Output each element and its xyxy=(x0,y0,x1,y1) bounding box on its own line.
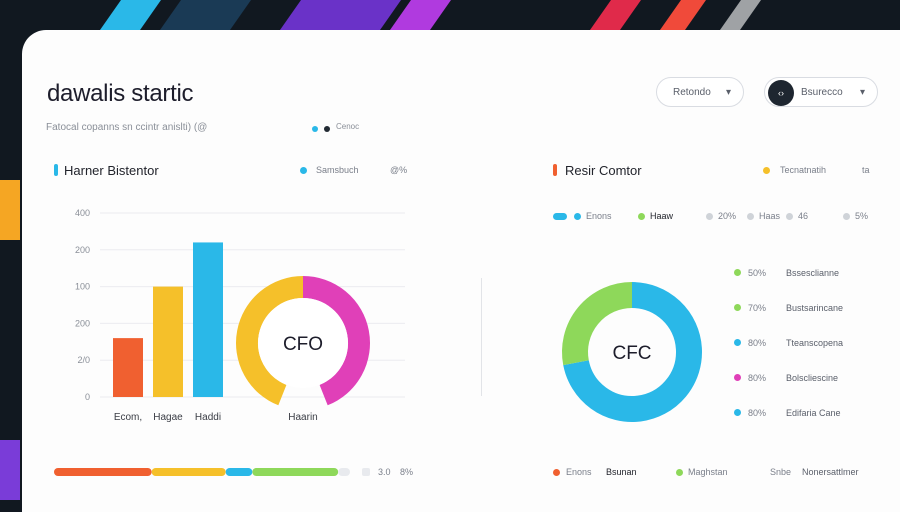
progress-segment-1 xyxy=(151,468,226,476)
panel-divider xyxy=(481,278,482,396)
x-tick-label: Ecom, xyxy=(114,412,142,423)
bg-stripe xyxy=(0,180,20,240)
y-tick-label: 200 xyxy=(75,245,90,255)
legend-dot xyxy=(638,213,645,220)
legend-dot xyxy=(734,339,741,346)
legend-dot xyxy=(747,213,754,220)
legend-dot xyxy=(734,269,741,276)
chevron-down-icon: ▾ xyxy=(859,86,865,98)
gauge-center-label: CFO xyxy=(283,334,323,355)
legend-label: Enons xyxy=(566,467,592,477)
y-tick-label: 200 xyxy=(75,318,90,328)
section-accent xyxy=(54,164,58,176)
legend-value: 50% xyxy=(748,268,767,278)
subtitle-tag: Cenoc xyxy=(336,122,360,131)
y-tick-label: 2/0 xyxy=(77,355,90,365)
donut-slice-0 xyxy=(563,282,702,422)
legend-label: Haas xyxy=(759,211,781,221)
legend-label: Samsbuch xyxy=(316,165,359,175)
subtitle-dot xyxy=(312,126,318,132)
legend-value: ta xyxy=(862,165,870,175)
legend-label: 20% xyxy=(718,211,737,221)
progress-value: 3.0 xyxy=(378,467,391,477)
legend-value: 70% xyxy=(748,303,767,313)
view-dropdown-label: Bsurecco xyxy=(801,86,843,98)
legend-label: Maghstan xyxy=(688,467,728,477)
bar-1 xyxy=(153,286,183,397)
subtitle-dot xyxy=(324,126,330,132)
legend-swatch xyxy=(553,213,567,220)
x-tick-label: Haddi xyxy=(195,412,221,423)
section-accent xyxy=(553,164,557,176)
view-dropdown[interactable]: ‹› Bsurecco ▾ xyxy=(764,77,878,107)
bar-2 xyxy=(193,242,223,397)
y-tick-label: 100 xyxy=(75,282,90,292)
left-panel-title: Harner Bistentor xyxy=(64,163,159,178)
filter-dropdown-label: Retondo xyxy=(673,86,711,98)
legend-label: Nonersattlmer xyxy=(802,467,859,477)
x-tick-label: Hagae xyxy=(153,412,183,423)
legend-label: Enons xyxy=(586,211,612,221)
donut-slice-1 xyxy=(562,282,633,366)
gauge-slice-1 xyxy=(302,276,370,406)
legend-dot xyxy=(300,167,307,174)
legend-label: Snbe xyxy=(770,467,792,477)
legend-label: Tecnatnatih xyxy=(780,165,827,175)
legend-dot xyxy=(574,213,581,220)
legend-label: Bssesclianne xyxy=(786,268,840,278)
legend-label: 5% xyxy=(855,211,869,221)
page-subtitle: Fatocal copanns sn ccintr anislti) (@ xyxy=(46,122,208,133)
legend-label: Haaw xyxy=(650,211,674,221)
page-title: dawalis startic xyxy=(47,80,194,107)
legend-label: Edifaria Cane xyxy=(786,408,841,418)
legend-value: @% xyxy=(390,165,408,175)
y-tick-label: 0 xyxy=(85,392,90,402)
legend-dot xyxy=(734,409,741,416)
legend-dot xyxy=(676,469,683,476)
legend-value: 80% xyxy=(748,373,767,383)
legend-value: 80% xyxy=(748,408,767,418)
y-tick-label: 400 xyxy=(75,208,90,218)
progress-segment-3 xyxy=(252,468,339,476)
legend-label: 46 xyxy=(798,211,809,221)
legend-dot xyxy=(706,213,713,220)
progress-segment-0 xyxy=(54,468,152,476)
legend-swatch xyxy=(362,468,370,476)
legend-value: 80% xyxy=(748,338,767,348)
legend-dot xyxy=(763,167,770,174)
dashboard-card xyxy=(22,30,900,512)
right-panel-title: Resir Comtor xyxy=(565,163,642,178)
legend-dot xyxy=(734,304,741,311)
progress-segment-2 xyxy=(225,468,253,476)
legend-dot xyxy=(843,213,850,220)
filter-dropdown[interactable]: Retondo ▾ xyxy=(656,77,744,107)
legend-label: Bsunan xyxy=(606,467,637,477)
legend-label: Bustsarincane xyxy=(786,303,844,313)
legend-dot xyxy=(553,469,560,476)
bg-stripe xyxy=(0,440,20,500)
legend-label: Bolscliescine xyxy=(786,373,839,383)
legend-label: Tteanscopena xyxy=(786,338,844,348)
gauge-slice-0 xyxy=(236,276,304,406)
progress-segment-4 xyxy=(338,468,350,476)
chevron-down-icon: ▾ xyxy=(725,86,731,98)
bar-0 xyxy=(113,338,143,397)
gauge-hole xyxy=(258,298,348,388)
code-icon: ‹› xyxy=(768,80,794,106)
progress-value: 8% xyxy=(400,467,414,477)
legend-dot xyxy=(786,213,793,220)
donut-center-label: CFC xyxy=(612,343,651,364)
gauge-bottom-label: Haarin xyxy=(288,412,317,423)
legend-dot xyxy=(734,374,741,381)
